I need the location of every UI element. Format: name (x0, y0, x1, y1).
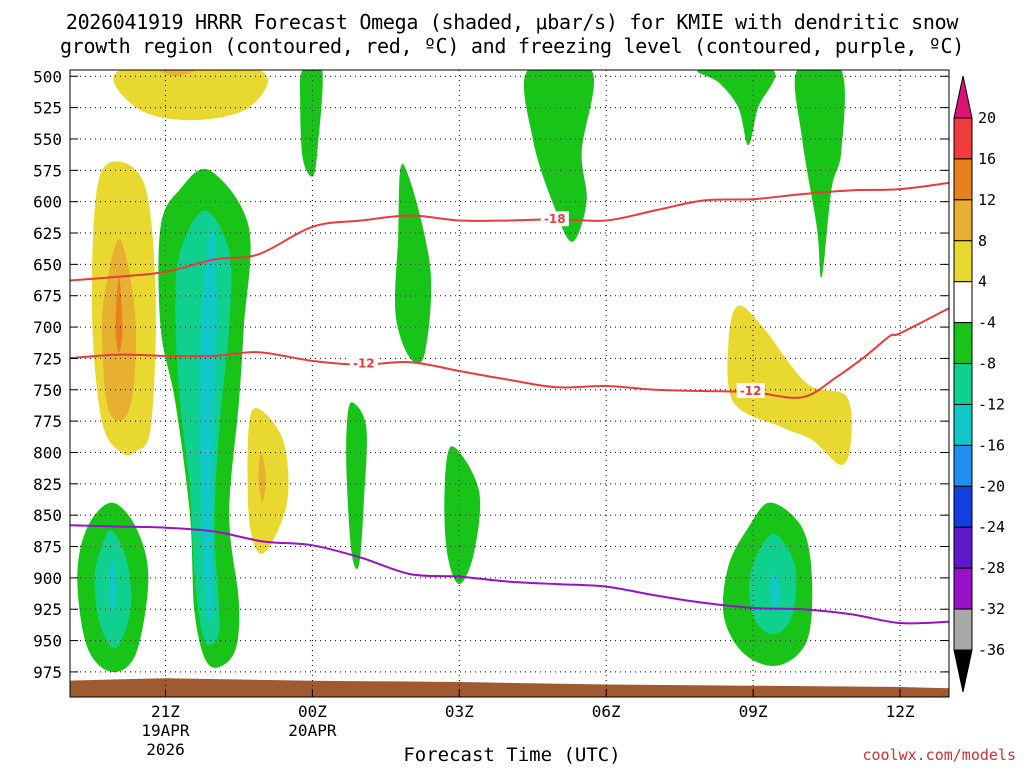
x-tick-label-03Z: 03Z (445, 702, 474, 721)
x-tick-label-09Z: 09Z (739, 702, 768, 721)
x-tick-label-12Z: 12Z (886, 702, 915, 721)
colorbar-label-1: 16 (978, 150, 996, 168)
y-tick-label-675: 675 (33, 287, 62, 306)
chart-title-line2: growth region (contoured, red, ºC) and f… (59, 34, 965, 58)
omega-region-20 (770, 571, 781, 610)
y-tick-label-650: 650 (33, 255, 62, 274)
colorbar-swatch-12 (953, 608, 973, 651)
y-tick-label-925: 925 (33, 600, 62, 619)
colorbar-label-11: -28 (978, 559, 1005, 577)
contour-lines (70, 181, 949, 625)
terrain-fill (70, 678, 949, 697)
colorbar-bottom-arrow (953, 649, 973, 693)
contour-label-2: -12 (740, 384, 762, 398)
omega-region-1 (160, 70, 195, 77)
y-tick-label-875: 875 (33, 538, 62, 557)
omega-region-15 (697, 70, 776, 146)
colorbar-label-6: -8 (978, 355, 996, 373)
omega-region-13 (444, 446, 481, 585)
y-tick-label-750: 750 (33, 381, 62, 400)
y-tick-label-850: 850 (33, 506, 62, 525)
contour-label-1: -12 (353, 356, 375, 370)
colorbar-label-3: 8 (978, 232, 987, 250)
omega-region-10 (299, 70, 323, 177)
colorbar-swatch-2 (953, 199, 973, 242)
colorbar-label-13: -36 (978, 641, 1005, 659)
x-tick-date-00Z: 20APR (288, 721, 337, 740)
y-tick-label-825: 825 (33, 475, 62, 494)
plot-frame (69, 69, 950, 698)
omega-region-0 (113, 70, 268, 121)
y-tick-label-800: 800 (33, 443, 62, 462)
y-tick-label-975: 975 (33, 663, 62, 682)
colorbar: 20 16 12 8 4 -4 -8 -12 -16 -20 -24 -28 -32 -36 (953, 75, 1005, 693)
y-tick-label-625: 625 (33, 224, 62, 243)
contour-dgz_upper (70, 181, 949, 282)
y-tick-label-500: 500 (33, 67, 62, 86)
y-tick-label-600: 600 (33, 193, 62, 212)
contour-label-0: -18 (544, 212, 566, 226)
contour-label-bg-2 (736, 383, 765, 399)
colorbar-label-2: 12 (978, 191, 996, 209)
contour-label-bg-0 (540, 211, 569, 227)
x-tick-label-00Z: 00Z (298, 702, 327, 721)
colorbar-swatch-10 (953, 526, 973, 569)
colorbar-swatch-1 (953, 158, 973, 201)
colorbar-label-7: -12 (978, 395, 1005, 413)
credit-text: coolwx.com/models (862, 746, 1016, 764)
terrain-surface (70, 678, 949, 697)
omega-region-12 (394, 163, 432, 364)
contour-dgz_lower (70, 307, 949, 399)
colorbar-label-12: -32 (978, 600, 1005, 618)
omega-region-8 (247, 408, 289, 555)
colorbar-top-arrow (953, 75, 973, 119)
contour-labels: -18 -12 -12 (349, 211, 765, 399)
colorbar-swatch-6 (953, 363, 973, 405)
omega-shaded-regions (77, 70, 852, 673)
y-tick-label-900: 900 (33, 569, 62, 588)
y-tick-label-775: 775 (33, 412, 62, 431)
colorbar-swatch-0 (953, 117, 973, 160)
contour-freezing_level (70, 524, 949, 625)
colorbar-swatch-9 (953, 485, 973, 528)
x-tick-label-06Z: 06Z (592, 702, 621, 721)
colorbar-label-8: -16 (978, 436, 1005, 454)
colorbar-label-9: -20 (978, 477, 1005, 495)
omega-region-7 (199, 226, 217, 622)
y-tick-label-550: 550 (33, 130, 62, 149)
colorbar-swatch-4 (953, 281, 973, 324)
omega-region-16 (794, 70, 845, 278)
colorbar-swatch-11 (953, 567, 973, 610)
colorbar-label-4: 4 (978, 273, 987, 291)
omega-region-17 (727, 305, 852, 465)
x-tick-label-21Z: 21Z (151, 702, 180, 721)
omega-region-14 (523, 70, 595, 242)
x-axis-title: Forecast Time (UTC) (403, 744, 621, 766)
colorbar-label-5: -4 (978, 314, 996, 332)
y-axis: 500 525 550 575 600 625 650 675 700 725 750 775 800 8… (33, 67, 949, 682)
contour-label-bg-1 (349, 355, 378, 371)
y-tick-label-950: 950 (33, 632, 62, 651)
y-tick-label-575: 575 (33, 161, 62, 180)
omega-region-11 (346, 402, 367, 570)
y-tick-label-725: 725 (33, 349, 62, 368)
colorbar-swatch-8 (953, 444, 973, 487)
y-tick-label-525: 525 (33, 99, 62, 118)
colorbar-swatch-3 (953, 240, 973, 283)
colorbar-swatch-7 (953, 403, 973, 446)
x-tick-year-21Z: 2026 (146, 740, 185, 759)
colorbar-label-10: -24 (978, 518, 1005, 536)
chart-title-line1: 2026041919 HRRR Forecast Omega (shaded, … (65, 10, 959, 34)
y-tick-label-700: 700 (33, 318, 62, 337)
omega-region-23 (109, 558, 117, 610)
omega-region-9 (258, 452, 266, 503)
x-tick-date-21Z: 19APR (141, 721, 190, 740)
colorbar-label-0: 20 (978, 109, 996, 127)
colorbar-swatch-5 (953, 322, 973, 365)
